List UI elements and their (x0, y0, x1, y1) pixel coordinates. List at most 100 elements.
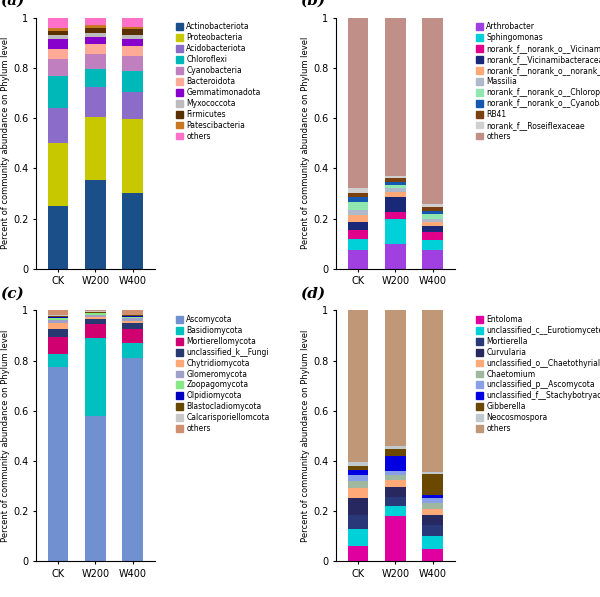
Bar (422, 250, 443, 269)
Bar (122, 119, 143, 193)
Bar (85, 316, 106, 319)
Bar (422, 498, 443, 503)
Bar (348, 462, 368, 466)
Bar (422, 515, 443, 525)
Bar (422, 207, 443, 211)
Bar (422, 219, 443, 221)
Bar (48, 59, 68, 76)
Bar (385, 470, 406, 475)
Bar (48, 18, 68, 28)
Bar (348, 498, 368, 515)
Bar (385, 448, 406, 456)
Bar (85, 44, 106, 54)
Bar (385, 487, 406, 497)
Bar (122, 92, 143, 119)
Bar (122, 27, 143, 29)
Bar (348, 193, 368, 197)
Bar (385, 480, 406, 487)
Bar (422, 310, 443, 472)
Bar (122, 35, 143, 39)
Bar (348, 546, 368, 561)
Bar (348, 470, 368, 475)
Bar (385, 219, 406, 244)
Text: (d): (d) (301, 287, 325, 300)
Text: (c): (c) (1, 287, 24, 300)
Bar (85, 87, 106, 117)
Bar (422, 211, 443, 214)
Bar (348, 210, 368, 215)
Bar (122, 310, 143, 315)
Bar (48, 143, 68, 206)
Bar (348, 230, 368, 239)
Bar (48, 337, 68, 354)
Bar (422, 226, 443, 232)
Bar (348, 188, 368, 193)
Bar (385, 475, 406, 480)
Bar (385, 506, 406, 516)
Bar (48, 31, 68, 35)
Bar (85, 26, 106, 28)
Bar (122, 329, 143, 343)
Bar (48, 367, 68, 561)
Bar (85, 324, 106, 338)
Bar (348, 481, 368, 488)
Bar (122, 315, 143, 316)
Bar (422, 240, 443, 250)
Bar (48, 76, 68, 108)
Bar (122, 318, 143, 321)
Bar (385, 192, 406, 197)
Bar (122, 46, 143, 56)
Bar (422, 221, 443, 226)
Bar (122, 56, 143, 70)
Bar (85, 338, 106, 416)
Bar (348, 488, 368, 498)
Bar (385, 516, 406, 561)
Bar (348, 197, 368, 202)
Bar (385, 212, 406, 219)
Bar (122, 321, 143, 323)
Legend: Ascomycota, Basidiomycota, Mortierellomycota, unclassified_k__Fungi, Chytridiomy: Ascomycota, Basidiomycota, Mortierellomy… (175, 314, 271, 434)
Bar (422, 214, 443, 219)
Y-axis label: Percent of community abundance on Phylum level: Percent of community abundance on Phylum… (1, 37, 10, 250)
Bar (85, 313, 106, 315)
Bar (385, 497, 406, 506)
Bar (122, 316, 143, 317)
Bar (85, 180, 106, 269)
Bar (85, 315, 106, 316)
Bar (48, 315, 68, 316)
Bar (385, 182, 406, 184)
Legend: Actinobacteriota, Proteobacteria, Acidobacteriota, Chloroflexi, Cyanobacteria, B: Actinobacteriota, Proteobacteria, Acidob… (175, 21, 262, 141)
Bar (48, 206, 68, 269)
Bar (385, 456, 406, 470)
Bar (422, 536, 443, 549)
Bar (348, 310, 368, 462)
Bar (85, 319, 106, 324)
Bar (348, 515, 368, 528)
Bar (122, 18, 143, 27)
Bar (85, 36, 106, 44)
Bar (85, 54, 106, 69)
Bar (385, 310, 406, 446)
Bar (85, 117, 106, 180)
Bar (422, 509, 443, 515)
Bar (85, 33, 106, 37)
Bar (48, 28, 68, 31)
Bar (385, 176, 406, 179)
Bar (85, 18, 106, 26)
Bar (385, 197, 406, 212)
Bar (122, 29, 143, 35)
Bar (348, 222, 368, 230)
Bar (348, 528, 368, 546)
Bar (122, 323, 143, 329)
Legend: Entoloma, unclassified_c__Eurotiomycetes, Mortierella, Curvularia, unclassified_: Entoloma, unclassified_c__Eurotiomycetes… (475, 314, 600, 434)
Bar (348, 239, 368, 250)
Bar (122, 317, 143, 318)
Bar (48, 317, 68, 318)
Bar (422, 503, 443, 509)
Bar (48, 354, 68, 367)
Y-axis label: Percent of community abundance on Phylum level: Percent of community abundance on Phylum… (1, 330, 10, 542)
Bar (48, 323, 68, 330)
Bar (85, 310, 106, 312)
Text: (a): (a) (1, 0, 25, 8)
Bar (385, 244, 406, 269)
